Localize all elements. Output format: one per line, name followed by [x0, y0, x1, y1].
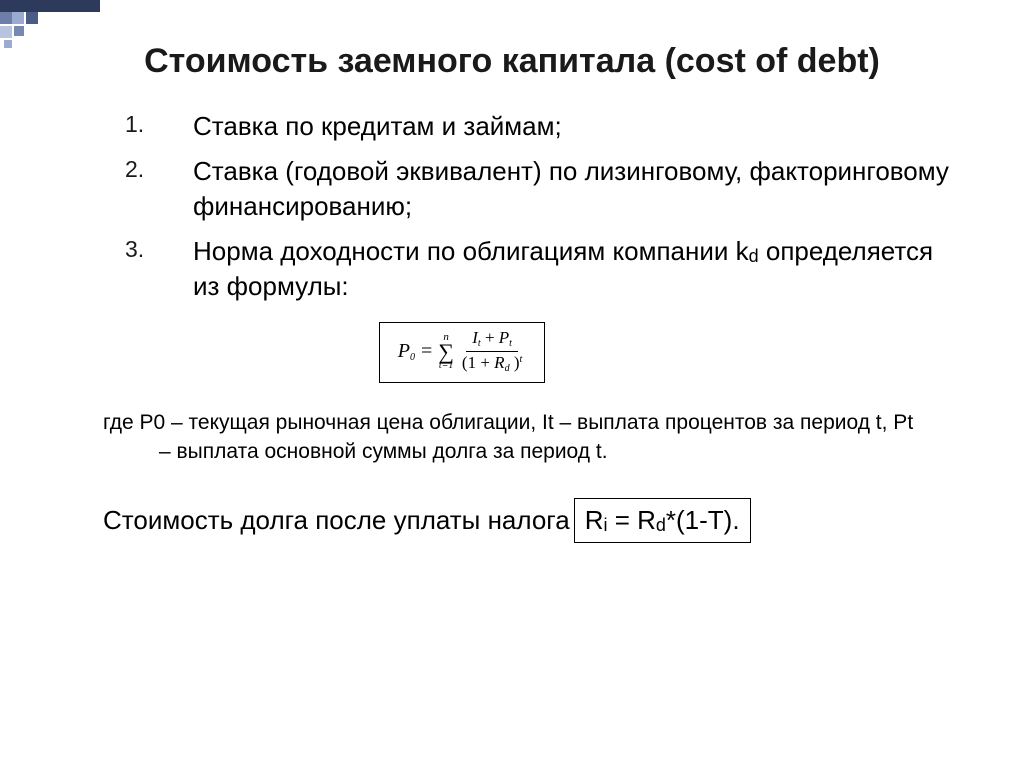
- list-text: Ставка по кредитам и займам;: [193, 109, 562, 144]
- list-item: 2. Ставка (годовой эквивалент) по лизинг…: [125, 154, 949, 224]
- sigma-icon: n ∑ t=1: [438, 332, 454, 371]
- numerator: It + Pt: [466, 329, 518, 352]
- denominator: (1 + Rd )t: [458, 352, 526, 374]
- formula: P0 = n ∑ t=1 It + Pt (1 + Rd )t: [398, 329, 527, 374]
- list-text: Ставка (годовой эквивалент) по лизингово…: [193, 154, 949, 224]
- slide-content: Стоимость заемного капитала (cost of deb…: [0, 0, 1024, 543]
- formula-box: P0 = n ∑ t=1 It + Pt (1 + Rd )t: [379, 322, 546, 383]
- list-number: 2.: [125, 154, 193, 224]
- list-number: 3.: [125, 234, 193, 304]
- where-description: где P0 – текущая рыночная цена облигации…: [131, 409, 919, 466]
- numbered-list: 1. Ставка по кредитам и займам; 2. Ставк…: [75, 109, 949, 304]
- corner-decoration: [0, 0, 100, 60]
- fraction: It + Pt (1 + Rd )t: [458, 329, 526, 374]
- list-number: 1.: [125, 109, 193, 144]
- after-tax-label: Стоимость долга после уплаты налога: [103, 505, 570, 536]
- after-tax-row: Стоимость долга после уплаты налога Ri =…: [75, 498, 949, 543]
- list-item: 3. Норма доходности по облигациям компан…: [125, 234, 949, 304]
- list-text: Норма доходности по облигациям компании …: [193, 234, 949, 304]
- equals-sign: =: [421, 340, 432, 363]
- after-tax-formula-box: Ri = Rd*(1-T).: [574, 498, 751, 543]
- slide-title: Стоимость заемного капитала (cost of deb…: [75, 42, 949, 81]
- formula-lhs: P0: [398, 340, 415, 363]
- list-item: 1. Ставка по кредитам и займам;: [125, 109, 949, 144]
